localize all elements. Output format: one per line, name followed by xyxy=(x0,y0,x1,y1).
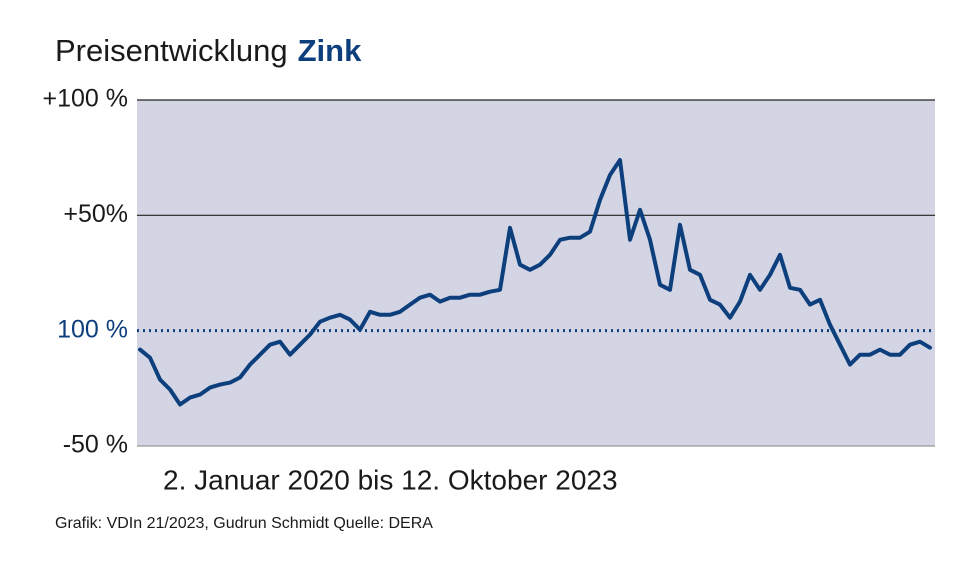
y-tick-label: -50 % xyxy=(63,431,128,459)
x-axis-label: 2. Januar 2020 bis 12. Oktober 2023 xyxy=(163,464,618,495)
plot-band xyxy=(137,100,935,446)
y-tick-label: +50% xyxy=(63,200,128,228)
price-line xyxy=(138,158,932,407)
source-note: Grafik: VDIn 21/2023, Gudrun Schmidt Que… xyxy=(55,515,433,532)
title-text: Preisentwicklung xyxy=(55,33,288,68)
title-highlight: Zink xyxy=(298,33,362,68)
y-tick-label: +100 % xyxy=(43,85,129,113)
chart-title: Preisentwicklung Zink xyxy=(55,33,362,68)
y-tick-label: 100 % xyxy=(57,315,128,343)
